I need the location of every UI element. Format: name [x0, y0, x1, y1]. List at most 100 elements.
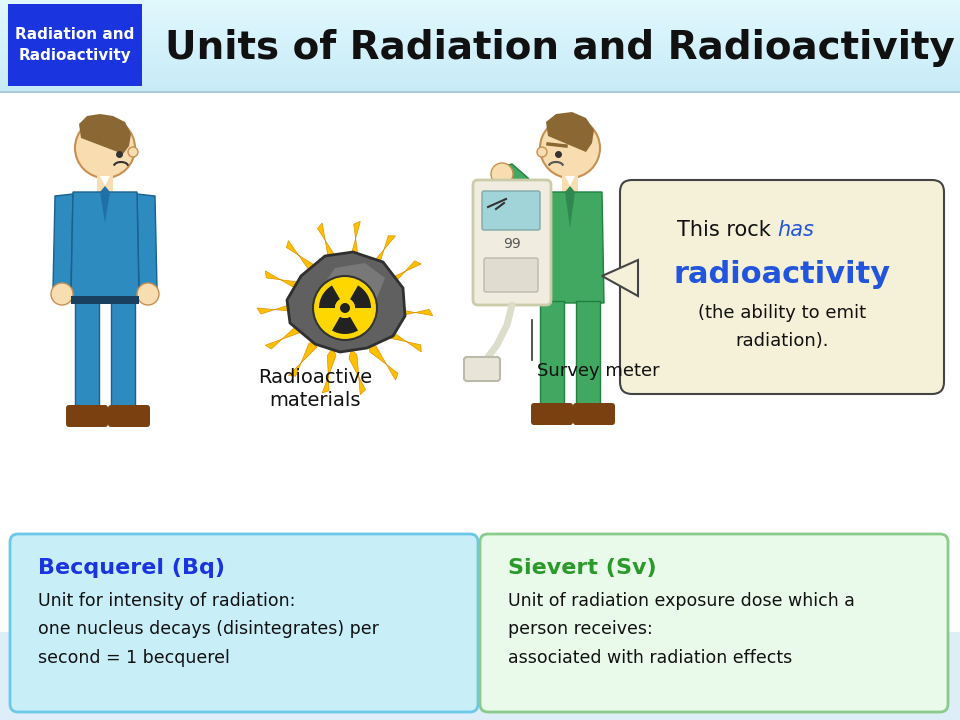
Bar — [0, 63, 960, 64]
Polygon shape — [640, 261, 654, 295]
Bar — [0, 33, 960, 34]
Bar — [0, 11, 960, 12]
Polygon shape — [315, 263, 385, 313]
Bar — [111, 302, 135, 412]
Bar — [0, 64, 960, 65]
Bar — [0, 85, 960, 86]
Wedge shape — [350, 286, 371, 308]
Bar — [0, 28, 960, 29]
Bar — [0, 90, 960, 91]
Polygon shape — [498, 164, 540, 198]
Bar — [97, 176, 113, 194]
Bar — [0, 47, 960, 48]
Bar — [0, 41, 960, 42]
Polygon shape — [348, 302, 433, 323]
Bar — [0, 52, 960, 53]
Polygon shape — [100, 176, 110, 186]
Bar — [0, 45, 960, 46]
Bar — [0, 35, 960, 36]
Bar — [0, 40, 960, 41]
Bar — [0, 0, 960, 1]
Bar — [71, 296, 139, 304]
Polygon shape — [510, 243, 540, 273]
Bar — [0, 81, 960, 82]
Bar — [0, 58, 960, 59]
Bar — [0, 16, 960, 17]
Bar — [8, 4, 142, 86]
FancyBboxPatch shape — [66, 405, 108, 427]
FancyBboxPatch shape — [464, 357, 500, 381]
Bar — [0, 39, 960, 40]
Bar — [0, 19, 960, 20]
Bar — [0, 56, 960, 57]
Circle shape — [313, 276, 377, 340]
FancyBboxPatch shape — [573, 403, 615, 425]
Wedge shape — [332, 317, 358, 334]
FancyBboxPatch shape — [480, 534, 948, 712]
Circle shape — [340, 303, 350, 313]
Bar — [0, 46, 960, 47]
Bar — [0, 77, 960, 78]
Bar — [0, 76, 960, 77]
Bar — [0, 50, 960, 51]
Polygon shape — [100, 186, 110, 223]
Bar — [0, 1, 960, 2]
Text: has: has — [777, 220, 814, 240]
Bar — [0, 5, 960, 6]
FancyBboxPatch shape — [482, 191, 540, 230]
Bar — [0, 2, 960, 3]
Bar — [0, 61, 960, 62]
Bar — [0, 59, 960, 60]
Bar — [0, 53, 960, 54]
Bar — [0, 51, 960, 52]
Bar — [0, 70, 960, 71]
Bar — [0, 71, 960, 72]
Bar — [576, 301, 600, 411]
Circle shape — [491, 163, 513, 185]
Bar — [0, 83, 960, 84]
Bar — [0, 87, 960, 88]
Polygon shape — [343, 308, 398, 380]
Bar — [0, 29, 960, 30]
Bar — [0, 42, 960, 43]
Bar — [0, 86, 960, 87]
Text: Units of Radiation and Radioactivity: Units of Radiation and Radioactivity — [165, 29, 955, 67]
Bar — [0, 92, 960, 632]
Polygon shape — [137, 194, 157, 288]
Bar — [0, 24, 960, 25]
Bar — [0, 62, 960, 63]
Bar — [0, 18, 960, 19]
Bar — [0, 25, 960, 26]
Polygon shape — [79, 114, 131, 154]
Bar — [0, 78, 960, 79]
Bar — [0, 74, 960, 75]
Bar — [0, 67, 960, 68]
Text: (the ability to emit: (the ability to emit — [698, 304, 866, 322]
Polygon shape — [286, 240, 347, 309]
Bar — [0, 3, 960, 4]
Bar — [0, 82, 960, 83]
Bar — [0, 12, 960, 13]
Bar — [75, 302, 99, 412]
Bar — [0, 22, 960, 23]
Bar — [0, 91, 960, 92]
Text: Radiation and
Radioactivity: Radiation and Radioactivity — [15, 27, 134, 63]
Bar — [0, 26, 960, 27]
Circle shape — [51, 283, 73, 305]
Bar — [0, 9, 960, 10]
Bar — [0, 44, 960, 45]
Polygon shape — [288, 307, 347, 377]
Polygon shape — [536, 192, 604, 303]
Polygon shape — [546, 112, 594, 152]
Bar — [0, 17, 960, 18]
Bar — [0, 54, 960, 55]
Polygon shape — [265, 305, 344, 349]
Bar — [0, 68, 960, 69]
Bar — [0, 48, 960, 49]
Polygon shape — [318, 223, 349, 306]
Polygon shape — [346, 305, 421, 352]
Circle shape — [75, 118, 135, 178]
Bar — [0, 27, 960, 28]
Polygon shape — [53, 194, 73, 288]
Bar — [0, 23, 960, 24]
